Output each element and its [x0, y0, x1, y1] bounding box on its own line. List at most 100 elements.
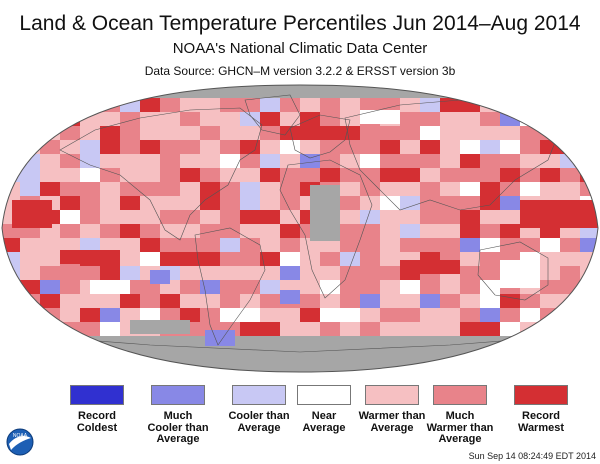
grid-cell	[120, 308, 140, 322]
grid-patch	[90, 280, 130, 294]
grid-cell	[440, 294, 460, 308]
grid-cell	[520, 168, 540, 182]
grid-cell	[60, 85, 80, 98]
grid-cell	[200, 196, 220, 210]
europe-outline	[289, 114, 351, 159]
grid-cell	[580, 364, 598, 372]
grid-cell	[220, 266, 240, 280]
grid-cell	[200, 182, 220, 196]
legend-label-line: Average	[438, 433, 482, 445]
grid-cell	[2, 350, 20, 364]
grid-cell	[300, 98, 320, 112]
grid-cell	[2, 308, 20, 322]
grid-cell	[60, 126, 80, 140]
grid-cell	[280, 266, 300, 280]
legend-label-line: Near	[311, 410, 337, 422]
grid-cell	[60, 336, 80, 350]
grid-cell	[480, 224, 500, 238]
grid-cell	[240, 196, 260, 210]
grid-cell	[480, 252, 500, 266]
grid-cell	[100, 154, 120, 168]
grid-cell	[160, 126, 180, 140]
grid-cell	[520, 322, 540, 336]
grid-cell	[160, 238, 180, 252]
grid-cell	[520, 350, 540, 364]
grid-cell	[140, 168, 160, 182]
grid-cell	[440, 168, 460, 182]
grid-cell	[60, 350, 80, 364]
grid-cell	[240, 224, 260, 238]
grid-cell	[80, 154, 100, 168]
grid-cell	[320, 112, 340, 126]
grid-cell	[480, 294, 500, 308]
grid-cell	[380, 168, 400, 182]
map-title: Land & Ocean Temperature Percentiles Jun…	[19, 12, 581, 35]
grid-cell	[280, 126, 300, 140]
grid-cell	[200, 252, 220, 266]
grid-cell	[380, 308, 400, 322]
grid-cell	[440, 112, 460, 126]
grid-cell	[180, 196, 200, 210]
grid-cell	[440, 126, 460, 140]
grid-cell	[420, 364, 440, 372]
grid-cell	[60, 294, 80, 308]
grid-cell	[360, 266, 380, 280]
grid-cell	[200, 140, 220, 154]
grid-cell	[420, 168, 440, 182]
grid-cell	[200, 168, 220, 182]
grid-cell	[560, 336, 580, 350]
grid-cell	[280, 210, 300, 224]
grid-cell	[40, 350, 60, 364]
grid-cell	[580, 168, 598, 182]
grid-cell	[340, 126, 360, 140]
grid-cell	[340, 294, 360, 308]
grid-cell	[240, 154, 260, 168]
grid-cell	[40, 322, 60, 336]
grid-cell	[460, 294, 480, 308]
grid-patch	[150, 270, 170, 284]
grid-cell	[220, 154, 240, 168]
grid-cell	[120, 224, 140, 238]
grid-cell	[80, 294, 100, 308]
grid-cell	[200, 308, 220, 322]
grid-cell	[220, 294, 240, 308]
grid-cell	[420, 112, 440, 126]
grid-patch	[60, 250, 120, 264]
grid-cell	[380, 140, 400, 154]
north-america-outline	[59, 107, 263, 241]
grid-cell	[380, 154, 400, 168]
grid-cell	[500, 294, 520, 308]
grid-cell	[300, 308, 320, 322]
grid-cell	[220, 182, 240, 196]
grid-cell	[580, 294, 598, 308]
grid-cell	[2, 322, 20, 336]
grid-cell	[60, 308, 80, 322]
legend-label-line: Average	[156, 433, 200, 445]
grid-cell	[220, 85, 240, 98]
grid-cell	[540, 336, 560, 350]
grid-cell	[380, 210, 400, 224]
grid-cell	[2, 280, 20, 294]
grid-cell	[400, 294, 420, 308]
grid-cell	[2, 85, 20, 98]
grid-cell	[220, 126, 240, 140]
grid-cell	[560, 252, 580, 266]
grid-cell	[20, 126, 40, 140]
grid-cell	[180, 126, 200, 140]
grid-cell	[40, 126, 60, 140]
grid-cell	[2, 266, 20, 280]
grid-cell	[420, 294, 440, 308]
grid-cell	[580, 140, 598, 154]
grid-cell	[560, 112, 580, 126]
grid-cell	[520, 140, 540, 154]
grid-cell	[80, 140, 100, 154]
map-subtitle: NOAA's National Climatic Data Center	[172, 40, 428, 57]
grid-cell	[580, 112, 598, 126]
grid-cell	[400, 140, 420, 154]
grid-cell	[460, 182, 480, 196]
grid-cell	[580, 280, 598, 294]
grid-cell	[540, 98, 560, 112]
grid-cell	[200, 238, 220, 252]
grid-cell	[560, 294, 580, 308]
grid-cell	[80, 238, 100, 252]
